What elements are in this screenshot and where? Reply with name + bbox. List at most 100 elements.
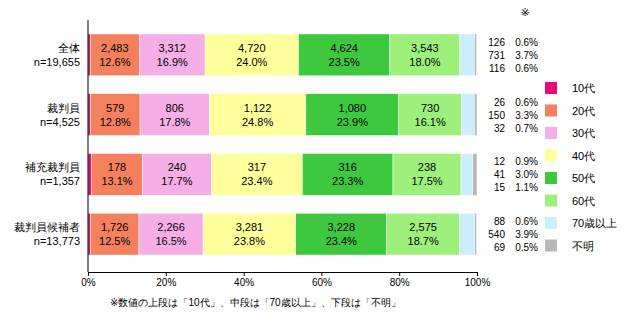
count-label: 116 — [489, 63, 505, 74]
count-label: 731 — [488, 50, 505, 61]
value-label: 12.5% — [99, 235, 130, 247]
bar-segment — [474, 94, 477, 136]
value-label: 18.7% — [408, 235, 439, 247]
count-label: 88 — [494, 216, 506, 227]
count-label: 317 — [248, 161, 266, 173]
value-label: 0.6% — [515, 37, 538, 48]
count-label: 3,281 — [236, 221, 264, 233]
value-label: 23.9% — [337, 116, 368, 128]
value-label: 23.5% — [329, 56, 360, 68]
count-label: 316 — [338, 161, 356, 173]
x-tick-mark — [399, 272, 400, 276]
value-label: 16.9% — [157, 56, 188, 68]
count-label: 540 — [488, 229, 505, 240]
value-label: 12.8% — [100, 116, 131, 128]
bar-segment — [88, 153, 92, 195]
count-label: 238 — [418, 161, 436, 173]
value-label: 0.6% — [515, 216, 538, 227]
x-tick-label: 80% — [390, 277, 410, 288]
value-label: 17.8% — [159, 116, 190, 128]
bar-segment — [296, 213, 387, 255]
bar-segment — [460, 34, 474, 76]
legend-label: 60代 — [572, 195, 595, 207]
legend: 10代20代30代40代50代60代70歳以上不明 — [545, 82, 617, 252]
value-label: 16.5% — [155, 235, 186, 247]
bar-segment — [475, 213, 477, 255]
bar-segment — [139, 34, 205, 76]
value-label: 0.6% — [515, 97, 538, 108]
count-label: 15 — [494, 182, 506, 193]
bar-segment — [139, 213, 203, 255]
x-tick: 40% — [234, 272, 254, 288]
x-tick-mark — [88, 272, 89, 276]
bar-segment — [203, 213, 296, 255]
bar-segment — [459, 213, 474, 255]
count-label: 32 — [494, 123, 506, 134]
x-tick: 100% — [465, 272, 491, 288]
x-tick-label: 20% — [156, 277, 176, 288]
legend-label: 30代 — [572, 127, 595, 139]
value-label: 23.8% — [234, 235, 265, 247]
x-tick-mark — [166, 272, 167, 276]
x-tick-mark — [477, 272, 478, 276]
bar-segment — [298, 34, 389, 76]
count-label: 4,624 — [330, 42, 358, 54]
bar-segment — [390, 34, 460, 76]
count-label: 126 — [488, 37, 505, 48]
count-label: 3,228 — [327, 221, 355, 233]
bar-segment — [142, 153, 211, 195]
value-label: 3.3% — [515, 110, 538, 121]
x-axis-line — [89, 273, 478, 277]
count-label: 4,720 — [238, 42, 266, 54]
value-label: 1.1% — [515, 182, 538, 193]
value-label: 17.7% — [161, 175, 192, 187]
value-label: 3.0% — [515, 169, 538, 180]
count-label: 178 — [108, 161, 126, 173]
bar-segment — [92, 153, 143, 195]
value-label: 24.8% — [242, 116, 273, 128]
footnote: ※数値の上段は「10代」、中段は「70歳以上」、下段は「不明」 — [110, 297, 401, 308]
count-label: 2,483 — [101, 42, 129, 54]
bar-segment — [205, 34, 298, 76]
category-label: 裁判員 — [47, 102, 80, 114]
legend-label: 70歳以上 — [572, 217, 617, 229]
legend-swatch — [545, 82, 557, 94]
value-label: 0.7% — [515, 123, 538, 134]
bar-segment — [90, 34, 139, 76]
category-label: 裁判員候補者 — [14, 221, 80, 233]
legend-label: 20代 — [572, 105, 595, 117]
y-axis-line — [88, 20, 89, 272]
x-tick-mark — [244, 272, 245, 276]
bar-segment — [90, 94, 140, 136]
legend-swatch — [545, 150, 557, 162]
value-label: 3.9% — [515, 229, 538, 240]
count-label: 12 — [494, 156, 506, 167]
bar-segment — [474, 34, 476, 76]
value-label: 0.9% — [515, 156, 538, 167]
value-label: 12.6% — [99, 56, 130, 68]
value-label: 18.0% — [409, 56, 440, 68]
count-label: 579 — [106, 102, 124, 114]
count-label: 806 — [166, 102, 184, 114]
value-label: 16.1% — [415, 116, 446, 128]
count-label: 41 — [494, 169, 506, 180]
note-mark: ※ — [520, 6, 529, 18]
count-label: 69 — [494, 242, 506, 253]
bar-segment — [387, 213, 460, 255]
x-tick-label: 0% — [81, 277, 96, 288]
legend-swatch — [545, 240, 557, 252]
count-label: 1,726 — [101, 221, 129, 233]
value-label: 0.6% — [515, 63, 538, 74]
category-label: 補充裁判員 — [25, 161, 80, 173]
bar-segment — [209, 94, 305, 136]
count-label: 2,266 — [157, 221, 185, 233]
bar-segment — [90, 213, 139, 255]
count-label: 240 — [168, 161, 186, 173]
bar-segment — [461, 94, 474, 136]
x-tick-label: 100% — [465, 277, 491, 288]
count-label: 3,543 — [411, 42, 439, 54]
count-label: 3,312 — [158, 42, 186, 54]
bar-segment — [473, 153, 477, 195]
x-tick: 20% — [156, 272, 176, 288]
legend-swatch — [545, 217, 557, 229]
